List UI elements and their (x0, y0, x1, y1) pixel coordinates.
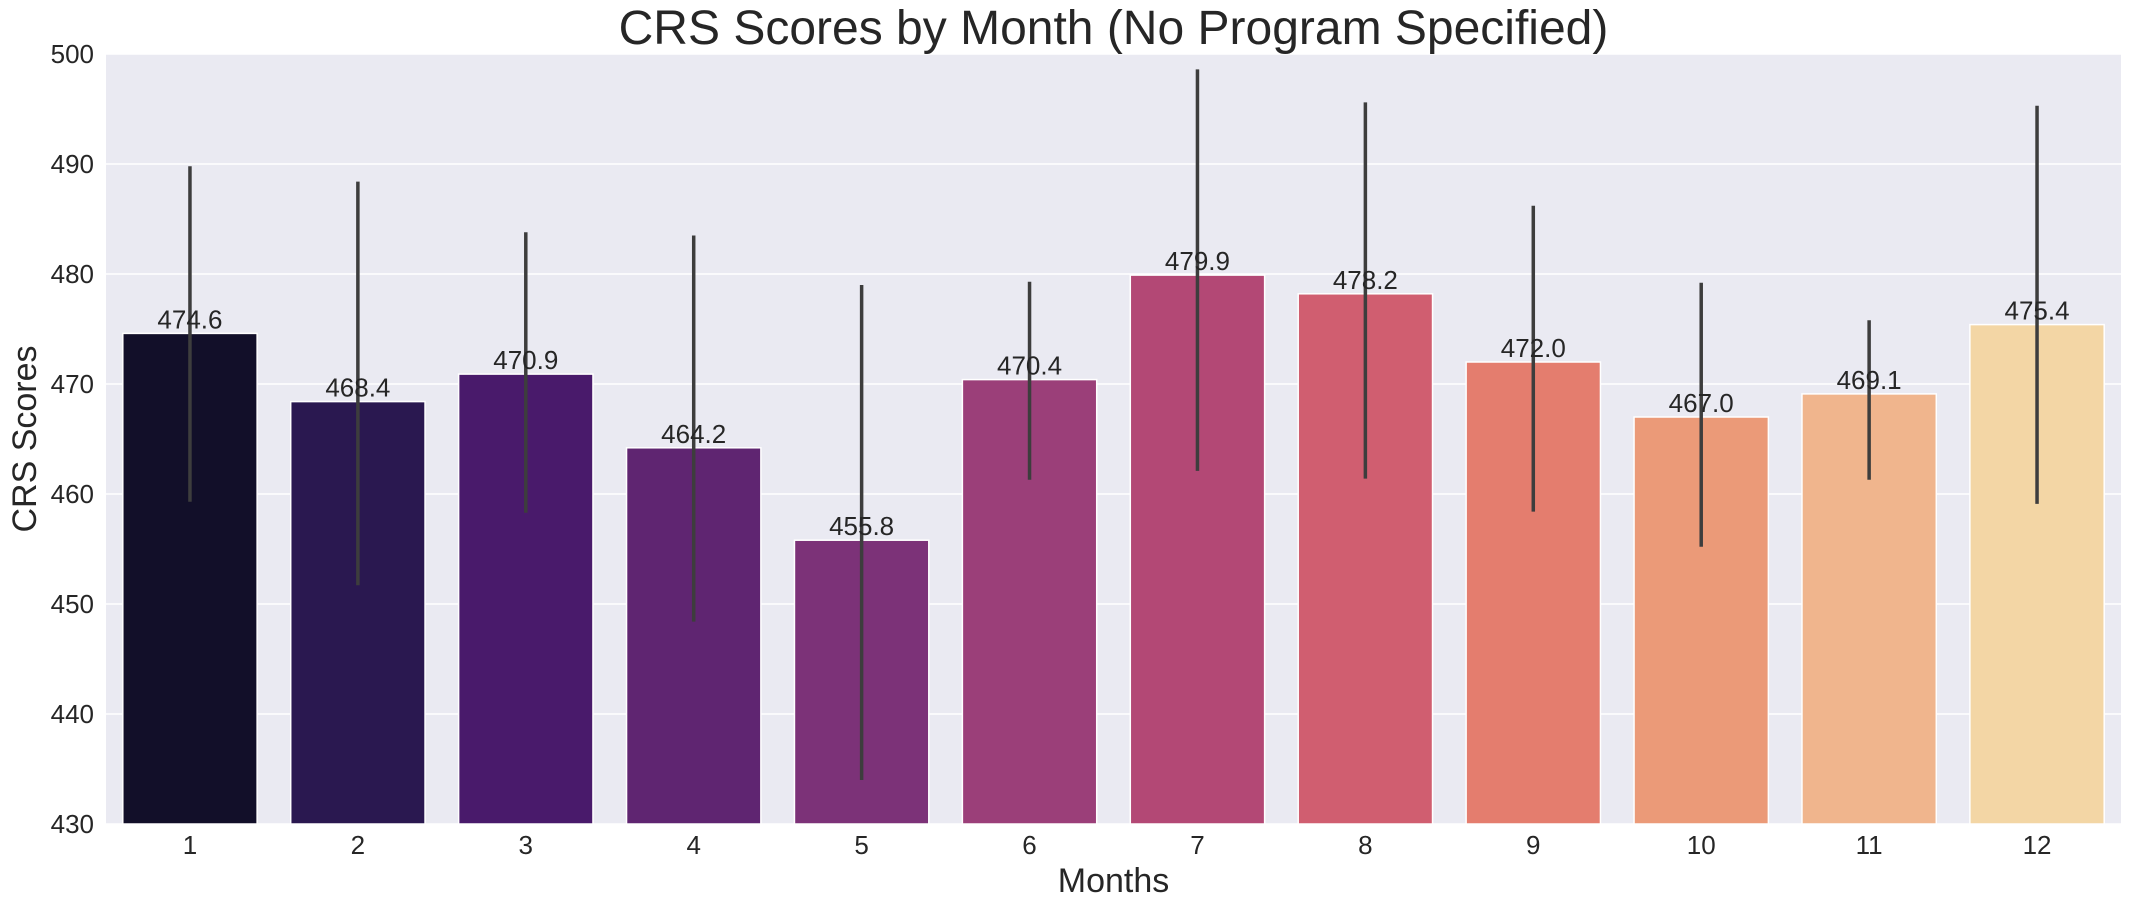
y-axis-label: CRS Scores (6, 345, 44, 532)
y-tick-label: 490 (51, 149, 94, 179)
x-tick-label: 3 (519, 830, 533, 860)
x-tick-label: 7 (1190, 830, 1204, 860)
x-tick-label: 6 (1022, 830, 1036, 860)
bar-value-label: 468.4 (325, 373, 390, 403)
x-axis-label: Months (1058, 862, 1170, 900)
x-tick-label: 5 (854, 830, 868, 860)
value-labels: 474.6 468.4 470.9 464.2 455.8 470.4 479.9 478.2… (157, 246, 2069, 541)
bar-value-label: 470.9 (493, 345, 558, 375)
bar-value-label: 467.0 (1669, 388, 1734, 418)
y-tick-label: 480 (51, 259, 94, 289)
x-tick-label: 9 (1526, 830, 1540, 860)
bar-value-label: 455.8 (829, 511, 894, 541)
bar-value-label: 472.0 (1501, 333, 1566, 363)
y-tick-label: 470 (51, 369, 94, 399)
gridlines (106, 53, 2121, 825)
y-axis-ticks: 430 440 450 460 470 480 490 500 (51, 39, 94, 839)
bar-value-label: 474.6 (157, 304, 222, 334)
bar-value-label: 479.9 (1165, 246, 1230, 276)
x-tick-label: 10 (1687, 830, 1716, 860)
y-tick-label: 450 (51, 589, 94, 619)
chart-title: CRS Scores by Month (No Program Specifie… (619, 2, 1609, 55)
x-axis-ticks: 1 2 3 4 5 6 7 8 9 10 11 12 (183, 830, 2052, 860)
x-tick-label: 8 (1358, 830, 1372, 860)
y-tick-label: 500 (51, 39, 94, 69)
y-tick-label: 440 (51, 699, 94, 729)
y-tick-label: 460 (51, 479, 94, 509)
bar-value-label: 478.2 (1333, 265, 1398, 295)
x-tick-label: 1 (183, 830, 197, 860)
bar-value-label: 464.2 (661, 419, 726, 449)
bar-value-label: 475.4 (2005, 296, 2070, 326)
x-tick-label: 11 (1856, 830, 1883, 860)
error-bars (188, 69, 2039, 780)
x-tick-label: 4 (686, 830, 700, 860)
bar-value-label: 469.1 (1837, 365, 1902, 395)
bar-value-label: 470.4 (997, 351, 1062, 381)
x-tick-label: 12 (2023, 830, 2052, 860)
plot-area (106, 54, 2121, 824)
y-tick-label: 430 (51, 809, 94, 839)
x-tick-label: 2 (351, 830, 365, 860)
